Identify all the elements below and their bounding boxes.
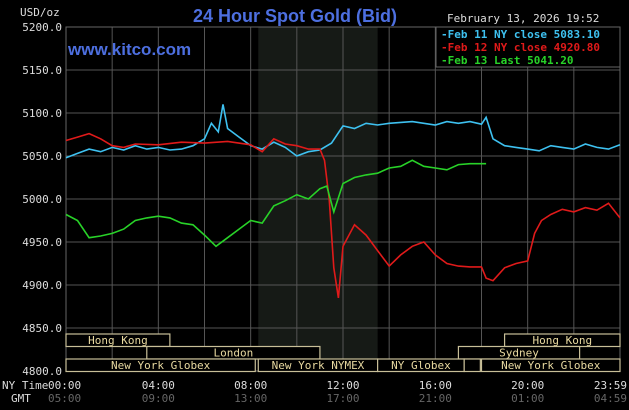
session-bar — [65, 358, 256, 373]
session-label: Hong Kong — [88, 334, 148, 347]
x-tick-label-gmt: 05:00 — [48, 392, 81, 405]
kitco-watermark: www.kitco.com — [67, 40, 191, 59]
y-tick-label: 5050.0 — [22, 150, 62, 163]
legend-entry: -Feb 12 NY close 4920.80 — [441, 41, 600, 54]
ny-time-label: NY Time — [2, 379, 48, 392]
session-label: NY Globex — [391, 359, 451, 372]
x-tick-label: 23:59 — [594, 379, 627, 392]
y-tick-label: 4900.0 — [22, 279, 62, 292]
session-label: Sydney — [499, 347, 539, 360]
session-label: Hong Kong — [532, 334, 592, 347]
x-tick-label-gmt: 17:00 — [326, 392, 359, 405]
session-bar — [463, 358, 481, 373]
session-bar — [480, 358, 621, 373]
session-label: London — [213, 347, 253, 360]
x-tick-label-gmt: 01:00 — [511, 392, 544, 405]
session-label: New York NYMEX — [272, 359, 365, 372]
y-tick-label: 5000.0 — [22, 193, 62, 206]
x-tick-label: 12:00 — [326, 379, 359, 392]
y-tick-label: 5150.0 — [22, 64, 62, 77]
y-axis-unit: USD/oz — [20, 6, 60, 19]
session-bar — [65, 333, 171, 348]
session-label: New York Globex — [111, 359, 211, 372]
y-tick-label: 5200.0 — [22, 21, 62, 34]
legend-entry: -Feb 13 Last 5041.20 — [441, 54, 573, 67]
gmt-label: GMT — [11, 392, 31, 405]
legend: -Feb 11 NY close 5083.10-Feb 12 NY close… — [441, 28, 600, 67]
x-tick-label-gmt: 13:00 — [234, 392, 267, 405]
y-tick-labels: 5200.0 5150.0 5100.0 5050.0 5000.0 4950.0 4900… — [22, 21, 62, 378]
session-label: New York Globex — [501, 359, 601, 372]
x-tick-label: 16:00 — [419, 379, 452, 392]
series-lines — [65, 104, 621, 299]
x-tick-label: 20:00 — [511, 379, 544, 392]
x-tick-label-gmt: 04:59 — [594, 392, 627, 405]
x-tick-label: 08:00 — [234, 379, 267, 392]
legend-entry: -Feb 11 NY close 5083.10 — [441, 28, 600, 41]
series-line-1 — [65, 104, 621, 159]
x-tick-label-gmt: 09:00 — [142, 392, 175, 405]
y-tick-label: 5100.0 — [22, 107, 62, 120]
y-tick-label: 4800.0 — [22, 365, 62, 378]
legend-box — [435, 26, 621, 68]
x-tick-label: 00:00 — [48, 379, 81, 392]
y-tick-label: 4950.0 — [22, 236, 62, 249]
series-line-2 — [65, 132, 621, 299]
x-tick-label-gmt: 21:00 — [419, 392, 452, 405]
y-tick-label: 4850.0 — [22, 322, 62, 335]
series-line-3 — [65, 159, 487, 248]
timestamp: February 13, 2026 19:52 — [447, 12, 599, 25]
grid — [66, 26, 620, 372]
x-tick-label: 04:00 — [142, 379, 175, 392]
chart-title: 24 Hour Spot Gold (Bid) — [193, 6, 397, 26]
